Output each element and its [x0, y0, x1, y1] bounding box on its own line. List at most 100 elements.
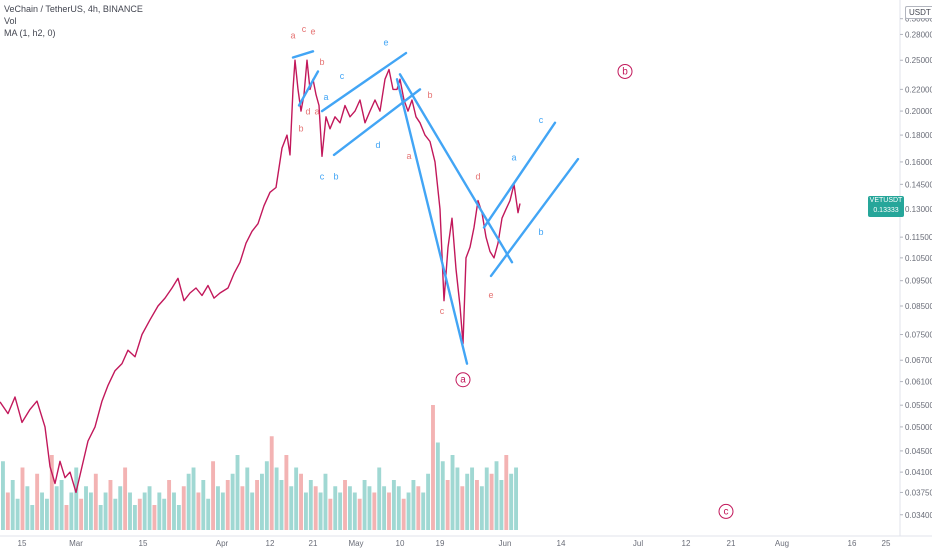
- volume-bar: [44, 498, 49, 530]
- volume-bar: [362, 480, 367, 530]
- channel-line: [332, 88, 422, 157]
- wave-label: b: [538, 227, 543, 237]
- wave-label: a: [314, 107, 319, 117]
- volume-bar: [108, 480, 113, 530]
- wave-circle: [455, 372, 471, 388]
- y-axis[interactable]: 0.30000 0.28000 0.25000 0.22000 0.20000 0.180…: [900, 15, 932, 520]
- volume-bar: [391, 480, 396, 530]
- wave-label: e: [383, 37, 388, 47]
- volume-bar: [406, 492, 411, 530]
- x-tick-label: 25: [882, 539, 891, 548]
- volume-bar: [352, 492, 357, 530]
- y-tick-label: 0.03750: [905, 488, 932, 497]
- volume-bar: [279, 480, 284, 530]
- wave-label: b: [427, 90, 432, 100]
- wave-label: c: [440, 306, 445, 316]
- volume-bar: [289, 486, 294, 530]
- y-tick-label: 0.30000: [905, 15, 932, 24]
- volume-bar: [69, 492, 74, 530]
- volume-bar: [118, 486, 123, 530]
- x-tick-label: Apr: [216, 539, 229, 548]
- volume-bar: [274, 467, 279, 530]
- volume-bar: [152, 505, 157, 530]
- volume-bar: [162, 498, 167, 530]
- volume-bar: [347, 486, 352, 530]
- volume-bar: [465, 473, 470, 530]
- wave-label: d: [475, 172, 480, 182]
- volume-bar: [455, 467, 460, 530]
- volume-bar: [40, 492, 44, 530]
- volume-bar: [128, 492, 132, 530]
- y-tick-label: 0.13000: [905, 205, 932, 214]
- volume-bar: [343, 480, 347, 530]
- channel-line: [489, 157, 580, 278]
- volume-bar: [338, 492, 343, 530]
- channel-line: [291, 50, 315, 59]
- volume-bar: [132, 505, 137, 530]
- volume-bar: [357, 498, 362, 530]
- volume-bar: [509, 473, 514, 530]
- x-tick-label: 14: [557, 539, 566, 548]
- volume-bar: [137, 498, 142, 530]
- x-tick-label: 12: [682, 539, 691, 548]
- y-tick-label: 0.28000: [905, 30, 932, 39]
- wave-circle-label: b: [622, 66, 628, 77]
- channel-line: [482, 121, 557, 229]
- volume-bar: [93, 473, 98, 530]
- x-axis[interactable]: 15 Mar 15 Apr 12 21 May 10 19 Jun 14 Jul 12 21 Aug 16 25: [18, 539, 891, 548]
- volume-bar: [216, 486, 220, 530]
- volume-bar: [15, 498, 20, 530]
- volume-bar: [98, 505, 103, 530]
- price-tag-symbol: VETUSDT: [869, 197, 903, 204]
- volume-bar: [20, 467, 25, 530]
- x-tick-label: 21: [727, 539, 736, 548]
- y-tick-label: 0.03400: [905, 511, 932, 520]
- volume-bar: [411, 480, 416, 530]
- volume-bar: [308, 480, 313, 530]
- volume-bar: [255, 480, 259, 530]
- x-tick-label: 19: [436, 539, 445, 548]
- volume-bar: [225, 480, 230, 530]
- volume-bar: [196, 492, 201, 530]
- volume-indicator-label[interactable]: Vol: [4, 16, 17, 26]
- volume-bar: [382, 486, 387, 530]
- volume-bar: [318, 492, 323, 530]
- volume-bar: [74, 467, 79, 530]
- volume-bar: [426, 473, 431, 530]
- volume-bar: [470, 467, 475, 530]
- volume-bar: [59, 480, 64, 530]
- volume-bar: [181, 486, 186, 530]
- chart-legend: VeChain / TetherUS, 4h, BINANCE Vol MA (…: [4, 3, 143, 39]
- wave-label: b: [333, 172, 338, 182]
- y-tick-label: 0.04100: [905, 468, 932, 477]
- wave-label: e: [488, 290, 493, 300]
- x-tick-label: 21: [309, 539, 318, 548]
- volume-bar: [269, 436, 274, 530]
- x-tick-label: 12: [266, 539, 275, 548]
- last-price-tag: VETUSDT 0.13333 02:50:48: [868, 196, 904, 224]
- y-tick-label: 0.07500: [905, 331, 932, 340]
- volume-bar: [206, 498, 211, 530]
- volume-bar: [84, 486, 88, 530]
- currency-badge[interactable]: USDT: [905, 6, 932, 19]
- y-tick-label: 0.06700: [905, 356, 932, 365]
- x-tick-label: Mar: [69, 539, 83, 548]
- volume-bar: [201, 480, 206, 530]
- volume-bar: [5, 492, 10, 530]
- volume-bar: [264, 461, 269, 530]
- y-tick-label: 0.10500: [905, 254, 932, 263]
- volume-bar: [191, 467, 196, 530]
- volume-bar: [333, 486, 338, 530]
- x-tick-label: 16: [848, 539, 857, 548]
- volume-bar: [176, 505, 181, 530]
- wave-label: d: [305, 107, 310, 117]
- wave-label: a: [290, 31, 295, 41]
- volume-bar: [499, 480, 504, 530]
- symbol-title[interactable]: VeChain / TetherUS, 4h, BINANCE: [4, 4, 143, 14]
- volume-bar: [49, 455, 54, 530]
- volume-bar: [220, 492, 225, 530]
- channel-line: [297, 70, 320, 107]
- y-tick-label: 0.05500: [905, 401, 932, 410]
- ma-indicator-label[interactable]: MA (1, h2, 0): [4, 28, 56, 38]
